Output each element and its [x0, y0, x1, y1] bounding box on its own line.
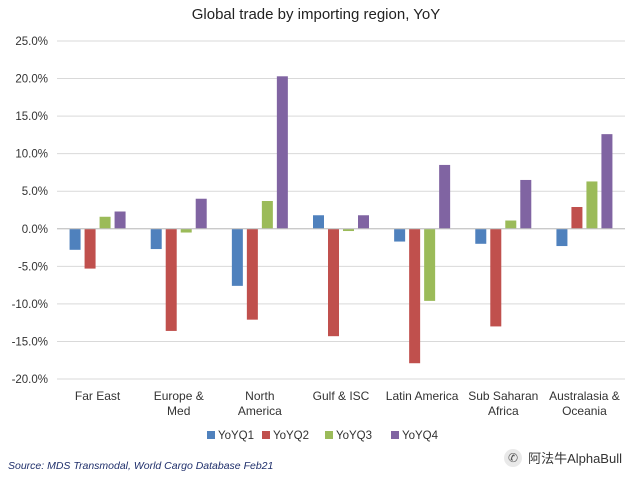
bar-yoyq3 — [99, 216, 111, 229]
x-tick-label: Australasia & Oceania — [549, 389, 620, 418]
x-tick-label: Far East — [75, 389, 121, 403]
bar-yoyq3 — [586, 181, 598, 229]
bar-yoyq2 — [246, 228, 258, 320]
legend-label: YoYQ3 — [336, 430, 372, 442]
x-tick-label-line: Latin America — [386, 389, 459, 403]
bar-yoyq1 — [69, 228, 81, 250]
legend-swatch — [391, 431, 399, 439]
legend-label: YoYQ2 — [273, 430, 309, 442]
bar-yoyq4 — [439, 164, 451, 229]
bar-yoyq1 — [556, 228, 568, 247]
y-tick-label: -20.0% — [12, 374, 48, 386]
legend-label: YoYQ1 — [218, 430, 254, 442]
x-tick-label-line: Europe & — [154, 389, 204, 403]
x-tick-label: Europe & Med — [154, 389, 204, 418]
bar-yoyq1 — [394, 228, 406, 242]
y-tick-label: 0.0% — [22, 224, 48, 236]
bar-yoyq1 — [231, 228, 243, 286]
x-tick-label-line: Sub Saharan — [468, 389, 538, 403]
y-tick-label: -15.0% — [12, 336, 48, 348]
x-tick-label-line: Med — [167, 404, 190, 418]
bar-yoyq2 — [571, 206, 583, 229]
bar-yoyq2 — [490, 228, 502, 327]
legend-swatch — [325, 431, 333, 439]
watermark: ✆ 阿法牛AlphaBull — [504, 448, 622, 467]
bar-yoyq4 — [520, 179, 532, 229]
y-tick-label: -5.0% — [18, 261, 48, 273]
x-tick-label: Sub Saharan Africa — [468, 389, 538, 418]
y-tick-label: 25.0% — [15, 36, 48, 48]
x-tick-label-line: Africa — [488, 404, 519, 418]
bar-yoyq2 — [409, 228, 421, 364]
bar-yoyq2 — [165, 228, 177, 331]
bar-yoyq2 — [328, 228, 339, 337]
bar-yoyq3 — [343, 228, 354, 232]
x-tick-label-line: Oceania — [562, 404, 607, 418]
y-tick-label: 15.0% — [15, 111, 48, 123]
y-tick-label: -10.0% — [12, 299, 48, 311]
x-tick-label-line: Australasia & — [549, 389, 620, 403]
legend-swatch — [262, 431, 270, 439]
bar-yoyq4 — [601, 134, 613, 229]
y-tick-label: 10.0% — [15, 149, 48, 161]
bar-yoyq4 — [276, 76, 288, 229]
y-tick-label: 20.0% — [15, 74, 48, 86]
bar-yoyq1 — [313, 215, 324, 229]
y-tick-label: 5.0% — [22, 186, 48, 198]
bar-yoyq3 — [424, 228, 436, 301]
watermark-text: 阿法牛AlphaBull — [528, 451, 622, 466]
x-tick-label: North America — [238, 389, 282, 418]
x-tick-label-line: Far East — [75, 389, 121, 403]
bar-yoyq3 — [505, 220, 517, 229]
bar-yoyq4 — [358, 215, 369, 229]
x-tick-label-line: North — [245, 389, 274, 403]
x-tick-label: Latin America — [386, 389, 459, 403]
bar-yoyq3 — [180, 228, 192, 233]
legend-swatch — [207, 431, 215, 439]
legend-label: YoYQ4 — [402, 430, 439, 442]
x-tick-label-line: America — [238, 404, 282, 418]
bar-yoyq3 — [261, 200, 273, 229]
x-tick-label-line: Gulf & ISC — [313, 389, 370, 403]
source-note: Source: MDS Transmodal, World Cargo Data… — [8, 460, 274, 472]
chart-title: Global trade by importing region, YoY — [191, 6, 441, 23]
bar-yoyq4 — [114, 211, 126, 229]
bar-yoyq1 — [150, 228, 162, 250]
wechat-icon: ✆ — [504, 448, 523, 467]
bar-yoyq2 — [84, 228, 96, 269]
x-tick-label: Gulf & ISC — [313, 389, 370, 403]
bar-yoyq1 — [475, 228, 487, 244]
bar-yoyq4 — [195, 198, 207, 229]
